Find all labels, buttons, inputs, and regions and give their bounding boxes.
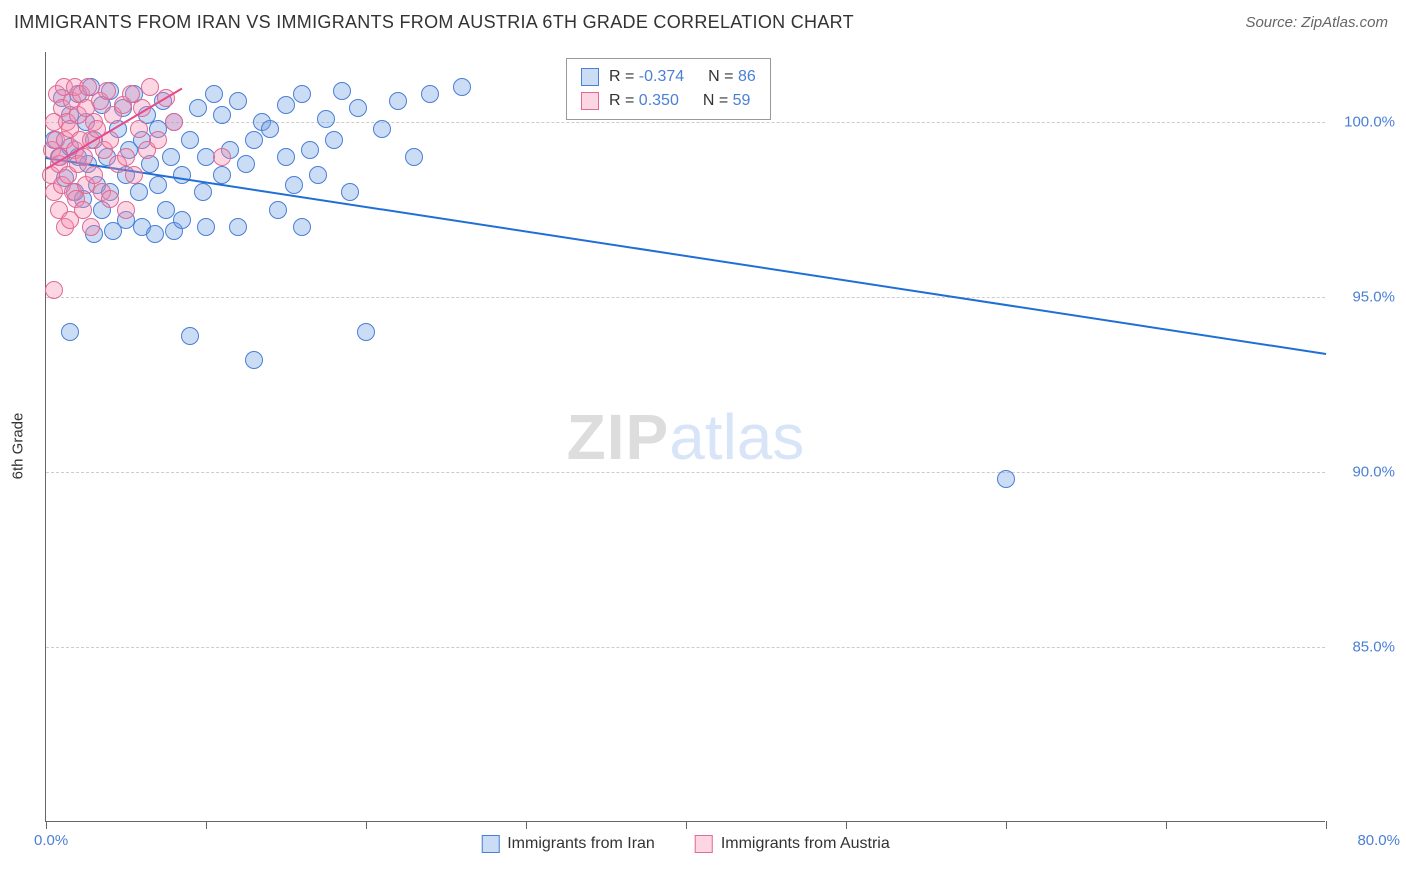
legend-correlation: R = -0.374 N = 86 R = 0.350 N = 59 <box>566 58 771 120</box>
legend-series-item: Immigrants from Iran <box>481 835 655 853</box>
x-tick <box>526 821 527 829</box>
legend-series-label: Immigrants from Iran <box>507 835 655 853</box>
scatter-point <box>357 323 375 341</box>
y-axis-label: 6th Grade <box>10 413 27 480</box>
x-tick <box>206 821 207 829</box>
scatter-point <box>317 110 335 128</box>
scatter-point <box>157 201 175 219</box>
chart-header: IMMIGRANTS FROM IRAN VS IMMIGRANTS FROM … <box>0 0 1406 41</box>
x-tick <box>1006 821 1007 829</box>
scatter-point <box>349 99 367 117</box>
scatter-point <box>45 281 63 299</box>
scatter-point <box>173 211 191 229</box>
scatter-point <box>117 148 135 166</box>
scatter-point <box>117 201 135 219</box>
scatter-point <box>237 155 255 173</box>
scatter-point <box>245 351 263 369</box>
scatter-point <box>269 201 287 219</box>
chart-title: IMMIGRANTS FROM IRAN VS IMMIGRANTS FROM … <box>14 12 854 33</box>
scatter-point <box>373 120 391 138</box>
x-tick <box>1166 821 1167 829</box>
scatter-point <box>309 166 327 184</box>
y-tick-label: 90.0% <box>1335 464 1395 481</box>
gridline <box>46 647 1325 648</box>
legend-r: R = -0.374 <box>609 65 684 89</box>
legend-n: N = 86 <box>708 65 756 89</box>
x-tick <box>366 821 367 829</box>
y-tick-label: 100.0% <box>1335 114 1395 131</box>
gridline <box>46 122 1325 123</box>
scatter-point <box>213 148 231 166</box>
x-tick <box>846 821 847 829</box>
scatter-point <box>194 183 212 201</box>
scatter-point <box>205 85 223 103</box>
scatter-point <box>421 85 439 103</box>
legend-series-item: Immigrants from Austria <box>695 835 890 853</box>
scatter-point <box>213 166 231 184</box>
legend-row: R = -0.374 N = 86 <box>581 65 756 89</box>
legend-row: R = 0.350 N = 59 <box>581 89 756 113</box>
scatter-point <box>325 131 343 149</box>
x-axis-min: 0.0% <box>34 832 68 849</box>
scatter-point <box>997 470 1015 488</box>
scatter-point <box>389 92 407 110</box>
scatter-point <box>229 218 247 236</box>
scatter-point <box>189 99 207 117</box>
watermark: ZIPatlas <box>567 400 805 474</box>
scatter-point <box>98 82 116 100</box>
x-axis-max: 80.0% <box>1357 832 1400 849</box>
scatter-point <box>74 201 92 219</box>
scatter-point <box>149 131 167 149</box>
scatter-point <box>333 82 351 100</box>
scatter-point <box>162 148 180 166</box>
scatter-point <box>141 78 159 96</box>
scatter-point <box>213 106 231 124</box>
scatter-point <box>181 327 199 345</box>
plot-area: ZIPatlas R = -0.374 N = 86 R = 0.350 N = 59… <box>45 52 1325 822</box>
scatter-point <box>277 148 295 166</box>
gridline <box>46 297 1325 298</box>
scatter-point <box>341 183 359 201</box>
legend-swatch <box>581 92 599 110</box>
scatter-point <box>82 218 100 236</box>
scatter-point <box>277 96 295 114</box>
legend-swatch <box>581 68 599 86</box>
scatter-point <box>61 323 79 341</box>
scatter-point <box>293 218 311 236</box>
legend-series-label: Immigrants from Austria <box>721 835 890 853</box>
scatter-point <box>85 166 103 184</box>
scatter-point <box>125 166 143 184</box>
scatter-point <box>197 218 215 236</box>
scatter-point <box>146 225 164 243</box>
legend-swatch <box>695 835 713 853</box>
scatter-point <box>181 131 199 149</box>
y-tick-label: 95.0% <box>1335 289 1395 306</box>
scatter-point <box>149 176 167 194</box>
source-label: Source: ZipAtlas.com <box>1245 14 1388 31</box>
scatter-point <box>293 85 311 103</box>
scatter-point <box>453 78 471 96</box>
x-tick <box>1326 821 1327 829</box>
watermark-zip: ZIP <box>567 401 670 473</box>
gridline <box>46 472 1325 473</box>
x-tick <box>46 821 47 829</box>
scatter-point <box>245 131 263 149</box>
scatter-point <box>405 148 423 166</box>
y-tick-label: 85.0% <box>1335 639 1395 656</box>
scatter-point <box>301 141 319 159</box>
legend-n: N = 59 <box>703 89 751 113</box>
scatter-point <box>285 176 303 194</box>
x-tick <box>686 821 687 829</box>
legend-series: Immigrants from Iran Immigrants from Aust… <box>481 835 890 853</box>
scatter-point <box>101 190 119 208</box>
scatter-point <box>165 113 183 131</box>
legend-r: R = 0.350 <box>609 89 679 113</box>
scatter-point <box>130 183 148 201</box>
watermark-atlas: atlas <box>669 401 804 473</box>
scatter-point <box>261 120 279 138</box>
legend-swatch <box>481 835 499 853</box>
scatter-point <box>130 120 148 138</box>
trend-line <box>46 157 1326 355</box>
scatter-point <box>229 92 247 110</box>
